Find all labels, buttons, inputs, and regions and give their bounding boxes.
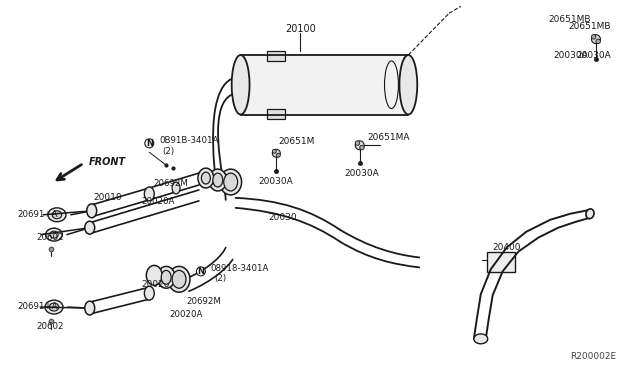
Ellipse shape [399, 55, 417, 115]
Ellipse shape [45, 300, 63, 314]
Text: 20651MA: 20651MA [367, 133, 410, 142]
Ellipse shape [161, 270, 171, 284]
Text: 20030A: 20030A [345, 169, 380, 177]
Ellipse shape [172, 182, 180, 194]
Text: FRONT: FRONT [89, 157, 126, 167]
Ellipse shape [385, 61, 399, 109]
Ellipse shape [48, 208, 66, 222]
Bar [268, 51, 285, 61]
Text: 20651M: 20651M [278, 137, 315, 146]
Text: 20030A: 20030A [259, 177, 293, 186]
Text: 08918-3401A: 08918-3401A [211, 264, 269, 273]
Text: (2): (2) [162, 147, 174, 156]
Ellipse shape [50, 231, 58, 238]
Text: 20030: 20030 [268, 213, 297, 222]
Ellipse shape [202, 172, 211, 184]
Ellipse shape [157, 266, 175, 288]
Ellipse shape [84, 221, 95, 234]
Text: 20020: 20020 [141, 280, 170, 289]
Bar [268, 109, 285, 119]
Ellipse shape [145, 187, 154, 201]
Text: N: N [197, 267, 204, 276]
Ellipse shape [147, 265, 162, 285]
Ellipse shape [45, 228, 62, 241]
Ellipse shape [591, 35, 600, 44]
Text: (2): (2) [214, 274, 226, 283]
Ellipse shape [49, 303, 59, 311]
Ellipse shape [209, 169, 227, 191]
Ellipse shape [596, 39, 600, 44]
Ellipse shape [355, 141, 364, 150]
Ellipse shape [586, 209, 594, 219]
Text: 20651MB: 20651MB [568, 22, 611, 31]
Text: 20602: 20602 [36, 323, 63, 331]
Text: 20020A: 20020A [169, 310, 202, 318]
Bar [487, 253, 515, 272]
Text: 20020A: 20020A [141, 198, 175, 206]
Ellipse shape [84, 301, 95, 315]
Ellipse shape [145, 286, 154, 300]
Text: 20010: 20010 [93, 193, 122, 202]
Ellipse shape [276, 153, 280, 157]
Ellipse shape [172, 270, 186, 288]
Ellipse shape [273, 149, 280, 157]
Text: 20692M: 20692M [153, 179, 188, 187]
Ellipse shape [220, 169, 241, 195]
Text: 20602: 20602 [36, 233, 63, 242]
Text: 20691+A: 20691+A [17, 210, 58, 219]
Text: 20030A: 20030A [576, 51, 611, 61]
Ellipse shape [224, 173, 237, 191]
Text: 20400: 20400 [493, 243, 521, 252]
FancyBboxPatch shape [241, 55, 408, 115]
Text: R200002E: R200002E [570, 352, 616, 361]
Ellipse shape [232, 55, 250, 115]
Ellipse shape [87, 204, 97, 218]
Text: 20651MB: 20651MB [548, 15, 591, 24]
Ellipse shape [168, 266, 190, 292]
Ellipse shape [355, 141, 360, 145]
Ellipse shape [591, 35, 596, 39]
Text: 20692M: 20692M [186, 296, 221, 306]
Text: 20100: 20100 [285, 24, 316, 34]
Ellipse shape [145, 139, 154, 148]
Ellipse shape [196, 267, 205, 276]
Text: 20030A: 20030A [553, 51, 588, 61]
Ellipse shape [474, 334, 488, 344]
Ellipse shape [198, 168, 214, 188]
Ellipse shape [360, 145, 364, 150]
Text: 0B91B-3401A: 0B91B-3401A [159, 136, 219, 145]
Ellipse shape [52, 211, 61, 219]
Ellipse shape [213, 173, 223, 187]
Text: 20691+A: 20691+A [17, 302, 58, 311]
Text: N: N [146, 139, 153, 148]
Ellipse shape [273, 149, 276, 153]
